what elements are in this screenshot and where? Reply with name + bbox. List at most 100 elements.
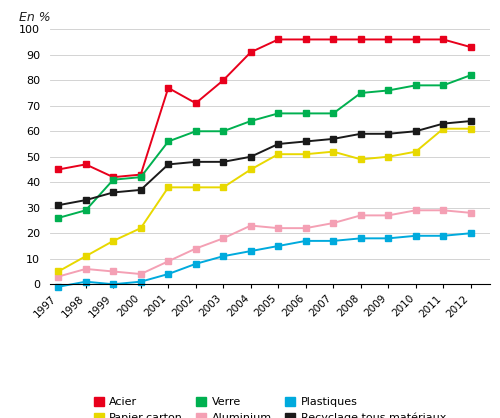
Acier [358, 37, 364, 42]
Papier-carton [275, 152, 281, 157]
Line: Aluminium: Aluminium [56, 207, 474, 279]
Papier-carton [193, 185, 199, 190]
Plastiques [165, 272, 171, 277]
Line: Verre: Verre [56, 72, 474, 221]
Recyclage tous matériaux [440, 121, 446, 126]
Plastiques [83, 279, 89, 284]
Papier-carton [330, 149, 336, 154]
Aluminium [303, 226, 309, 231]
Recyclage tous matériaux [413, 129, 419, 134]
Aluminium [413, 208, 419, 213]
Papier-carton [468, 126, 474, 131]
Acier [468, 45, 474, 50]
Aluminium [248, 223, 254, 228]
Recyclage tous matériaux [468, 119, 474, 124]
Acier [165, 85, 171, 90]
Text: En %: En % [19, 11, 51, 24]
Acier [220, 78, 226, 83]
Acier [138, 172, 144, 177]
Recyclage tous matériaux [193, 159, 199, 164]
Acier [248, 50, 254, 55]
Verre [440, 83, 446, 88]
Recyclage tous matériaux [303, 139, 309, 144]
Papier-carton [138, 226, 144, 231]
Acier [110, 175, 116, 180]
Papier-carton [165, 185, 171, 190]
Plastiques [413, 233, 419, 238]
Aluminium [440, 208, 446, 213]
Recyclage tous matériaux [358, 131, 364, 136]
Acier [55, 167, 62, 172]
Recyclage tous matériaux [275, 141, 281, 146]
Plastiques [248, 249, 254, 254]
Recyclage tous matériaux [165, 162, 171, 167]
Aluminium [83, 266, 89, 271]
Verre [248, 119, 254, 124]
Aluminium [55, 274, 62, 279]
Verre [110, 177, 116, 182]
Line: Papier-carton: Papier-carton [56, 126, 474, 274]
Papier-carton [83, 254, 89, 259]
Papier-carton [110, 238, 116, 243]
Recyclage tous matériaux [55, 203, 62, 208]
Legend: Acier, Papier-carton, Verre, Aluminium, Plastiques, Recyclage tous matériaux: Acier, Papier-carton, Verre, Aluminium, … [94, 397, 446, 418]
Acier [83, 162, 89, 167]
Recyclage tous matériaux [83, 198, 89, 203]
Verre [220, 129, 226, 134]
Recyclage tous matériaux [220, 159, 226, 164]
Verre [165, 139, 171, 144]
Verre [413, 83, 419, 88]
Verre [303, 111, 309, 116]
Aluminium [193, 246, 199, 251]
Plastiques [330, 238, 336, 243]
Verre [468, 73, 474, 78]
Plastiques [193, 261, 199, 266]
Verre [275, 111, 281, 116]
Aluminium [138, 272, 144, 277]
Papier-carton [358, 157, 364, 162]
Verre [138, 175, 144, 180]
Plastiques [358, 236, 364, 241]
Plastiques [220, 254, 226, 259]
Plastiques [440, 233, 446, 238]
Papier-carton [385, 154, 391, 159]
Papier-carton [303, 152, 309, 157]
Verre [385, 88, 391, 93]
Recyclage tous matériaux [330, 136, 336, 141]
Aluminium [330, 221, 336, 226]
Aluminium [275, 226, 281, 231]
Verre [83, 208, 89, 213]
Acier [193, 101, 199, 106]
Verre [358, 91, 364, 96]
Plastiques [55, 284, 62, 289]
Aluminium [110, 269, 116, 274]
Plastiques [275, 243, 281, 248]
Acier [330, 37, 336, 42]
Papier-carton [413, 149, 419, 154]
Recyclage tous matériaux [385, 131, 391, 136]
Aluminium [468, 210, 474, 215]
Recyclage tous matériaux [138, 187, 144, 192]
Aluminium [165, 259, 171, 264]
Plastiques [110, 282, 116, 287]
Line: Recyclage tous matériaux: Recyclage tous matériaux [56, 118, 474, 208]
Line: Acier: Acier [56, 37, 474, 180]
Aluminium [385, 213, 391, 218]
Papier-carton [248, 167, 254, 172]
Plastiques [303, 238, 309, 243]
Plastiques [468, 231, 474, 236]
Recyclage tous matériaux [248, 154, 254, 159]
Plastiques [385, 236, 391, 241]
Acier [440, 37, 446, 42]
Acier [303, 37, 309, 42]
Verre [330, 111, 336, 116]
Aluminium [358, 213, 364, 218]
Line: Plastiques: Plastiques [56, 230, 474, 290]
Aluminium [220, 236, 226, 241]
Acier [275, 37, 281, 42]
Acier [413, 37, 419, 42]
Acier [385, 37, 391, 42]
Verre [55, 215, 62, 220]
Papier-carton [220, 185, 226, 190]
Papier-carton [55, 269, 62, 274]
